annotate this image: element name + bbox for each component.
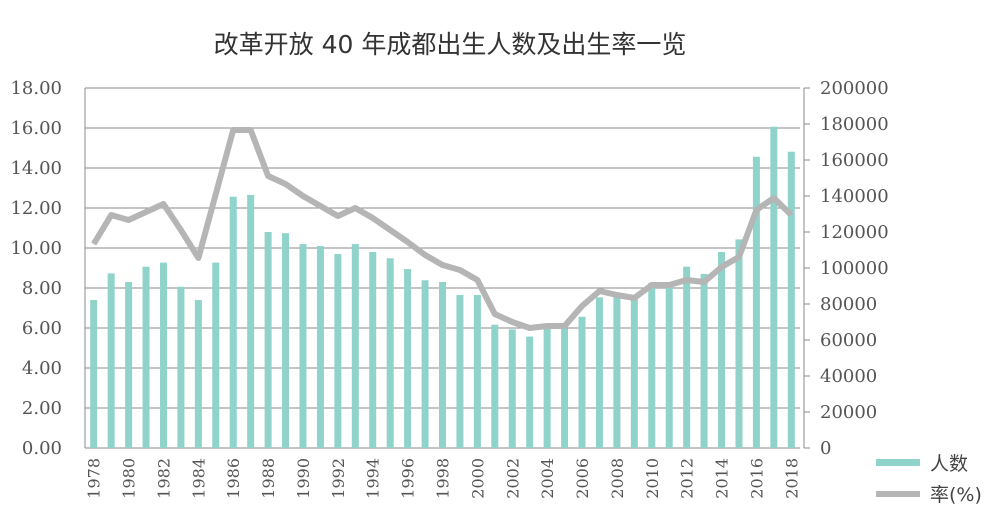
x-axis-tick-label: 1988 xyxy=(259,458,278,499)
bar-2002 xyxy=(508,329,516,448)
left-axis-tick-label: 6.00 xyxy=(22,318,62,339)
bar-2012 xyxy=(683,266,691,448)
x-axis-tick-label: 2008 xyxy=(608,458,627,499)
right-axis-tick-label: 160000 xyxy=(820,150,889,171)
bar-1983 xyxy=(177,286,185,448)
left-axis-tick-label: 10.00 xyxy=(10,238,62,259)
bar-1996 xyxy=(404,269,412,448)
right-axis-tick-label: 60000 xyxy=(820,330,877,351)
bar-1994 xyxy=(369,251,377,448)
x-axis-tick-label: 2004 xyxy=(538,458,557,499)
right-axis-tick-label: 140000 xyxy=(820,186,889,207)
chart-title: 改革开放 40 年成都出生人数及出生率一览 xyxy=(214,30,687,59)
bar-1981 xyxy=(142,266,150,448)
x-axis-tick-label: 1998 xyxy=(434,458,453,499)
bar-2018 xyxy=(787,151,795,448)
bar-2007 xyxy=(595,297,603,448)
x-axis-tick-label: 1996 xyxy=(399,458,418,499)
bar-1991 xyxy=(316,246,324,448)
line-series xyxy=(91,127,794,331)
bar-2004 xyxy=(543,328,551,448)
bar-1986 xyxy=(229,196,237,448)
bar-2008 xyxy=(613,295,621,448)
x-axis-tick-label: 1980 xyxy=(120,458,139,499)
bar-1985 xyxy=(212,262,220,448)
axes: 0.00 2.00 4.00 6.00 8.00 10.00 12.00 14.00 16.00… xyxy=(10,78,888,499)
bar-2003 xyxy=(526,336,534,448)
right-axis-tick-label: 80000 xyxy=(820,294,877,315)
bar-1978 xyxy=(90,300,98,448)
bar-2006 xyxy=(578,316,586,448)
x-axis-tick-label: 2002 xyxy=(503,458,522,499)
right-axis-tick-label: 40000 xyxy=(820,366,877,387)
bar-1980 xyxy=(125,282,133,448)
left-axis-tick-label: 16.00 xyxy=(10,118,62,139)
x-axis-tick-label: 2018 xyxy=(782,458,801,499)
bar-2017 xyxy=(770,126,778,448)
bar-1982 xyxy=(159,262,167,448)
bar-2009 xyxy=(630,298,638,448)
bar-2016 xyxy=(752,156,760,448)
bar-2005 xyxy=(561,328,569,448)
left-axis-tick-label: 14.00 xyxy=(10,158,62,179)
right-axis-tick-label: 20000 xyxy=(820,402,877,423)
bar-1990 xyxy=(299,244,307,448)
right-axis-tick-label: 200000 xyxy=(820,78,889,99)
bar-1995 xyxy=(386,258,394,448)
bar-1992 xyxy=(334,253,342,448)
bar-2000 xyxy=(473,295,481,448)
bar-2010 xyxy=(648,282,656,448)
x-axis-tick-label: 1986 xyxy=(224,458,243,499)
left-axis-tick-label: 2.00 xyxy=(22,398,62,419)
x-axis-tick-label: 1994 xyxy=(364,458,383,499)
left-axis-tick-label: 0.00 xyxy=(22,438,62,459)
x-axis-tick-label: 1992 xyxy=(329,458,348,499)
x-axis-tick-label: 1984 xyxy=(189,458,208,499)
legend-label-rate: 率(%) xyxy=(930,484,982,506)
bar-2011 xyxy=(665,283,673,448)
x-axis-tick-label: 2006 xyxy=(573,458,592,499)
left-axis-tick-label: 12.00 xyxy=(10,198,62,219)
legend-swatch-people xyxy=(876,459,920,466)
left-axis-tick-label: 4.00 xyxy=(22,358,62,379)
bar-1989 xyxy=(282,233,290,448)
bar-2015 xyxy=(735,239,743,448)
x-axis-tick-label: 1990 xyxy=(294,458,313,499)
x-axis-tick-label: 2010 xyxy=(643,458,662,499)
x-axis-tick-label: 1982 xyxy=(154,458,173,499)
bar-1988 xyxy=(264,232,272,448)
right-axis-tick-label: 120000 xyxy=(820,222,889,243)
bar-1984 xyxy=(194,300,202,448)
bar-1998 xyxy=(439,282,446,448)
bar-2013 xyxy=(700,273,708,448)
right-axis-tick-label: 0 xyxy=(820,438,831,459)
x-axis-tick-label: 2000 xyxy=(468,458,487,499)
legend: 人数 率(%) xyxy=(876,453,982,506)
bar-1979 xyxy=(107,273,115,448)
x-axis-tick-label: 2014 xyxy=(713,458,732,499)
legend-label-people: 人数 xyxy=(930,453,968,475)
left-axis-tick-label: 8.00 xyxy=(22,278,62,299)
right-axis-tick-label: 100000 xyxy=(820,258,889,279)
bar-series xyxy=(90,126,795,448)
bar-1987 xyxy=(247,194,255,448)
bar-1997 xyxy=(421,280,429,448)
right-axis-tick-label: 180000 xyxy=(820,114,889,135)
bar-1993 xyxy=(351,244,359,448)
x-axis-tick-label: 2016 xyxy=(747,458,766,499)
x-axis-tick-label: 1978 xyxy=(85,458,104,499)
left-axis-tick-label: 18.00 xyxy=(10,78,62,99)
x-axis-tick-label: 2012 xyxy=(678,458,697,499)
bar-2014 xyxy=(718,251,726,448)
bar-2001 xyxy=(491,324,499,448)
bar-1999 xyxy=(456,295,464,448)
